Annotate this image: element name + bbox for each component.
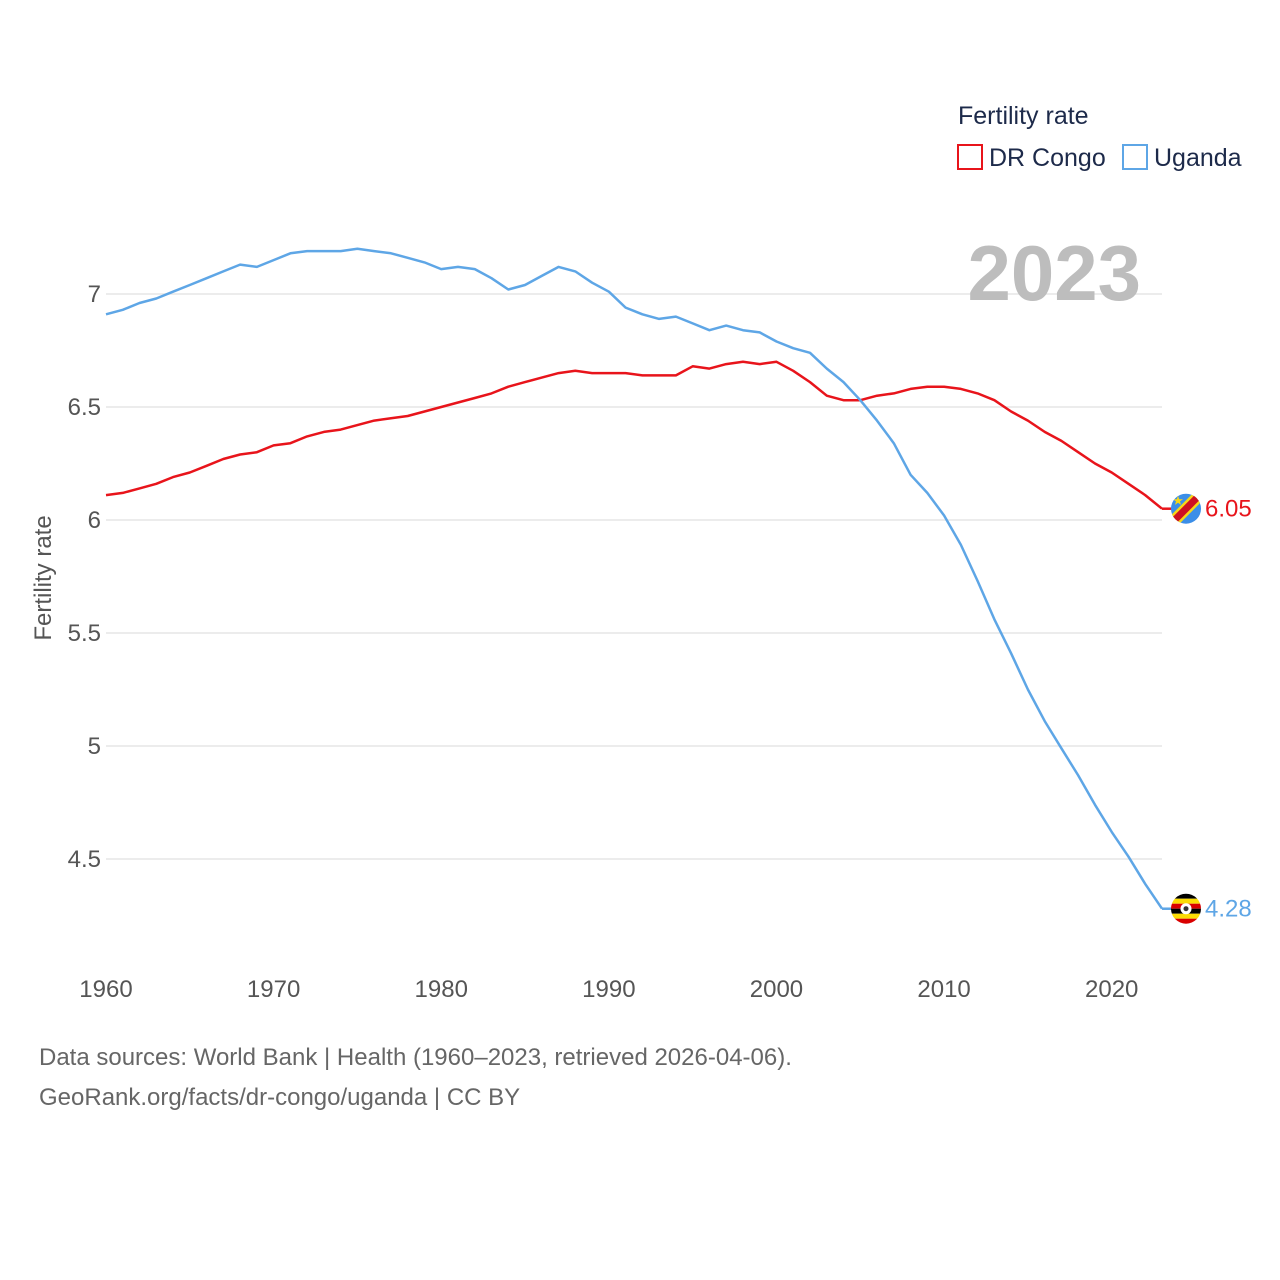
footer-url[interactable]: GeoRank.org/facts/dr-congo/uganda | CC B… [39,1084,521,1111]
y-tick-label: 6 [88,507,101,534]
series-line-uganda[interactable] [105,247,1164,910]
y-tick-label: 5.5 [68,620,101,647]
uganda-flag-icon [1171,893,1201,924]
y-tick-label: 7 [88,281,101,308]
y-tick-label: 4.5 [68,846,101,873]
current-year-label: 2023 [967,229,1141,317]
x-tick-label: 2020 [1085,976,1138,1003]
x-tick-label: 1980 [415,976,468,1003]
x-tick-label: 1960 [79,976,132,1003]
uganda-end-value: 4.28 [1205,896,1252,923]
x-tick-label: 1990 [582,976,635,1003]
y-axis-title: Fertility rate [30,515,57,640]
series-end-markers: 6.05 4.28 [1171,493,1252,924]
series-line-dr-congo[interactable] [105,360,1163,510]
x-axis-ticks: 1960 1970 1980 1990 2000 2010 2020 [79,976,1138,1003]
legend-title: Fertility rate [958,102,1089,130]
y-tick-label: 6.5 [68,394,101,421]
y-axis-ticks: 4.5 5 5.5 6 6.5 7 [68,281,101,873]
legend-label-dr-congo[interactable]: DR Congo [989,144,1106,172]
footer-sources: Data sources: World Bank | Health (1960–… [39,1044,792,1071]
dr-congo-flag-icon [1171,493,1201,524]
legend: Fertility rate DR Congo Uganda [957,102,1242,172]
legend-swatch-dr-congo[interactable] [957,144,983,170]
gridlines [106,293,1162,860]
dr-congo-end-value: 6.05 [1205,496,1252,523]
series-lines [105,247,1172,910]
legend-label-uganda[interactable]: Uganda [1154,144,1242,172]
legend-swatch-uganda[interactable] [1122,144,1148,170]
x-tick-label: 1970 [247,976,300,1003]
x-tick-label: 2000 [750,976,803,1003]
y-tick-label: 5 [88,733,101,760]
x-tick-label: 2010 [917,976,970,1003]
